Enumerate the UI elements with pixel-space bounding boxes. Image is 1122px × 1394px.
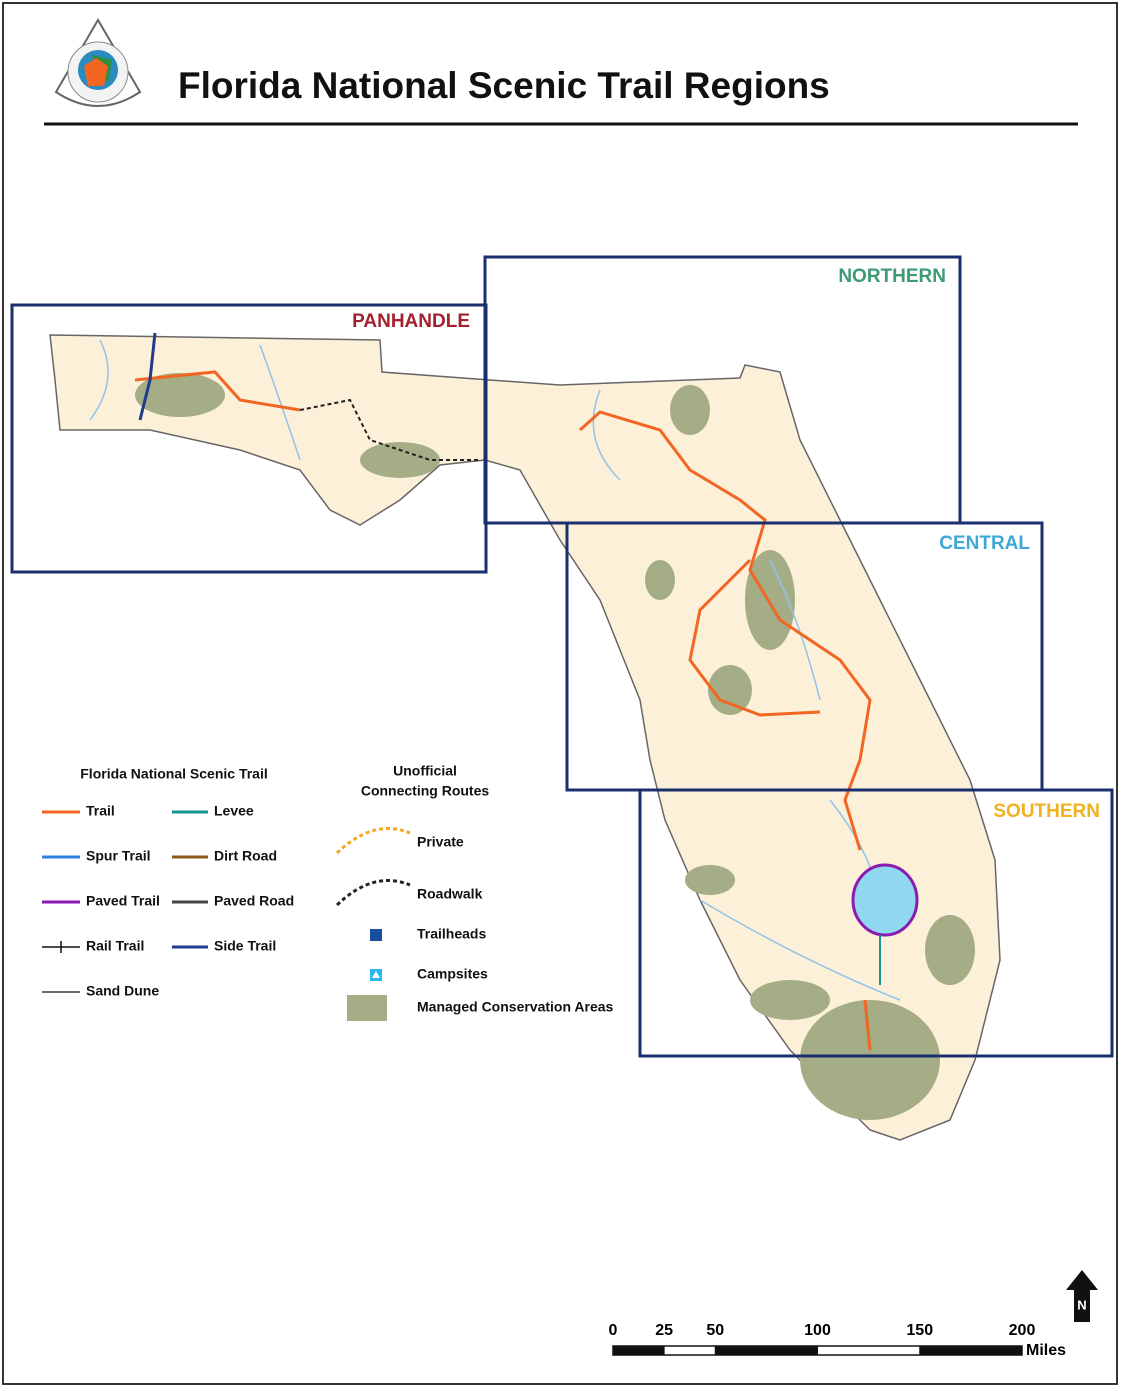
region-box: [638, 788, 1114, 1058]
legend-label: Rail Trail: [86, 938, 144, 954]
legend-label: Sand Dune: [86, 983, 159, 999]
title: Florida National Scenic Trail Regions: [178, 65, 830, 106]
unofficial-label: Campsites: [417, 966, 488, 982]
region-label: SOUTHERN: [993, 801, 1100, 822]
scale-segment: [613, 1346, 640, 1355]
region-label: NORTHERN: [838, 266, 946, 287]
legend-label: Paved Trail: [86, 893, 160, 909]
scale-tick-label: 50: [706, 1322, 724, 1339]
north-label: N: [1077, 1297, 1086, 1312]
region-label: CENTRAL: [939, 533, 1030, 554]
logo: [54, 18, 142, 107]
scale-tick-label: 25: [655, 1322, 673, 1339]
legend-label: Levee: [214, 803, 254, 819]
scale-bar: 0 25 50 100 150 200 Miles: [609, 1322, 1067, 1359]
legend-symbol: [335, 879, 411, 907]
scale-tick-label: 0: [609, 1322, 618, 1339]
legend: Florida National Scenic Trail Trail Levee S…: [42, 766, 294, 999]
unofficial-title: Unofficial: [393, 763, 457, 779]
legend-label: Dirt Road: [214, 848, 277, 864]
legend-label: Side Trail: [214, 938, 276, 954]
florida: [49, 332, 1001, 1141]
unofficial-label: Private: [417, 834, 464, 850]
unofficial-title: Connecting Routes: [361, 783, 490, 799]
scale-tick-label: 150: [906, 1322, 933, 1339]
legend-symbol: [335, 827, 411, 855]
unofficial-legend: Unofficial Connecting Routes Private Roadwa…: [335, 763, 614, 1021]
unofficial-label: Trailheads: [417, 926, 486, 942]
region-label: PANHANDLE: [352, 311, 470, 332]
unofficial-label: Roadwalk: [417, 886, 483, 902]
scale-tick-label: 100: [804, 1322, 831, 1339]
legend-symbol: [372, 971, 380, 978]
legend-symbol: [347, 995, 387, 1021]
scale-unit: Miles: [1026, 1342, 1066, 1359]
legend-label: Paved Road: [214, 893, 294, 909]
scale-segment: [919, 1346, 1022, 1355]
regions: PANHANDLE NORTHERN CENTRAL SOUTHERN: [10, 255, 1114, 1058]
unofficial-label: Managed Conservation Areas: [417, 999, 614, 1015]
legend-symbol: [370, 929, 382, 941]
scale-segment: [715, 1346, 818, 1355]
legend-label: Spur Trail: [86, 848, 151, 864]
north-arrow: N: [1066, 1270, 1098, 1322]
legend-title: Florida National Scenic Trail: [80, 766, 268, 782]
legend-label: Trail: [86, 803, 115, 819]
scale-tick-label: 200: [1009, 1322, 1036, 1339]
